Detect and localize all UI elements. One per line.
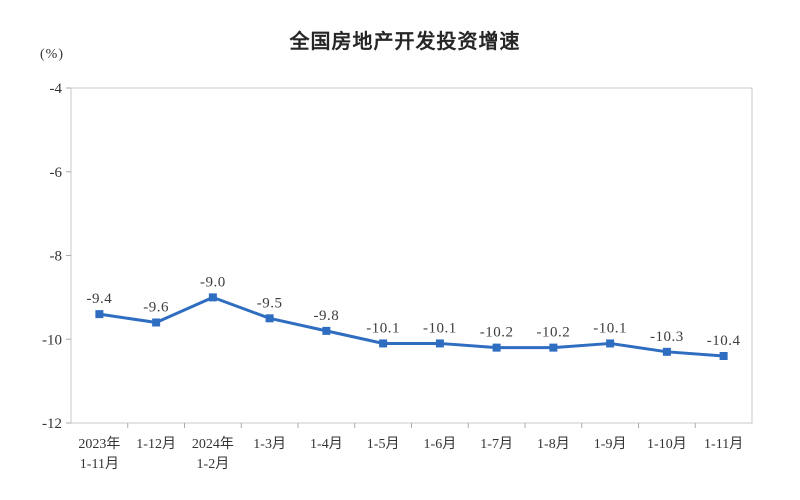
chart-title: 全国房地产开发投资增速 [289, 31, 521, 53]
data-point-markers [95, 293, 728, 360]
x-axis-label: 1-4月 [310, 436, 343, 452]
x-axis-label: 1-6月 [424, 436, 457, 452]
data-point-marker [265, 314, 274, 323]
data-point-marker [435, 339, 444, 348]
data-point-label: -9.4 [87, 291, 113, 307]
data-point-marker [549, 343, 558, 352]
y-axis: -4 -6 -8 -10 -12 [42, 81, 71, 432]
data-line [97, 295, 726, 358]
x-axis-label: 1-5月 [367, 436, 400, 452]
y-axis-unit-label: (%) [40, 47, 64, 62]
data-point-label: -10.3 [650, 329, 684, 345]
data-point-marker [662, 347, 671, 356]
x-axis-label: 1-9月 [594, 436, 627, 452]
x-axis-label: 2023年 1-11月 [78, 436, 120, 472]
x-axis-labels: 2023年 1-11月 1-12月 2024年 1-2月 1-3月 1-4月 1-5月 1-6月… [78, 436, 743, 472]
x-axis-label: 1-12月 [136, 436, 176, 452]
data-point-marker [152, 318, 161, 327]
x-axis-label: 1-7月 [480, 436, 513, 452]
data-point-marker [606, 339, 615, 348]
data-point-marker [95, 310, 104, 319]
data-point-marker [208, 293, 217, 302]
y-tick-label: -4 [50, 81, 63, 97]
data-point-label: -9.5 [257, 295, 283, 311]
x-axis-label: 2024年 1-2月 [192, 436, 234, 472]
y-tick-label: -6 [50, 165, 63, 181]
data-point-marker [322, 326, 331, 335]
plot-border [70, 87, 753, 424]
y-tick-label: -10 [42, 332, 62, 348]
x-axis-ticks [127, 423, 696, 428]
x-axis-label: 1-8月 [537, 436, 570, 452]
x-axis-label: 1-11月 [704, 436, 743, 452]
y-tick-label: -8 [50, 249, 63, 265]
x-axis-label: 1-10月 [647, 436, 687, 452]
y-tick-label: -12 [42, 416, 62, 432]
data-point-label: -10.1 [366, 320, 400, 336]
data-point-label: -10.1 [593, 320, 627, 336]
data-point-marker [379, 339, 388, 348]
data-point-label: -9.0 [200, 274, 226, 290]
data-point-label: -10.2 [537, 325, 571, 341]
data-labels: -9.4 -9.6 -9.0 -9.5 -9.8 -10.1 -10.1 -10.2 -10.2… [87, 274, 741, 349]
data-point-label: -10.1 [423, 320, 457, 336]
data-point-marker [492, 343, 501, 352]
data-point-label: -10.2 [480, 325, 514, 341]
data-point-label: -9.6 [143, 300, 169, 316]
data-point-marker [719, 352, 728, 360]
data-point-label: -10.4 [707, 333, 741, 349]
data-point-label: -9.8 [314, 308, 340, 324]
x-axis-label: 1-3月 [253, 436, 286, 452]
